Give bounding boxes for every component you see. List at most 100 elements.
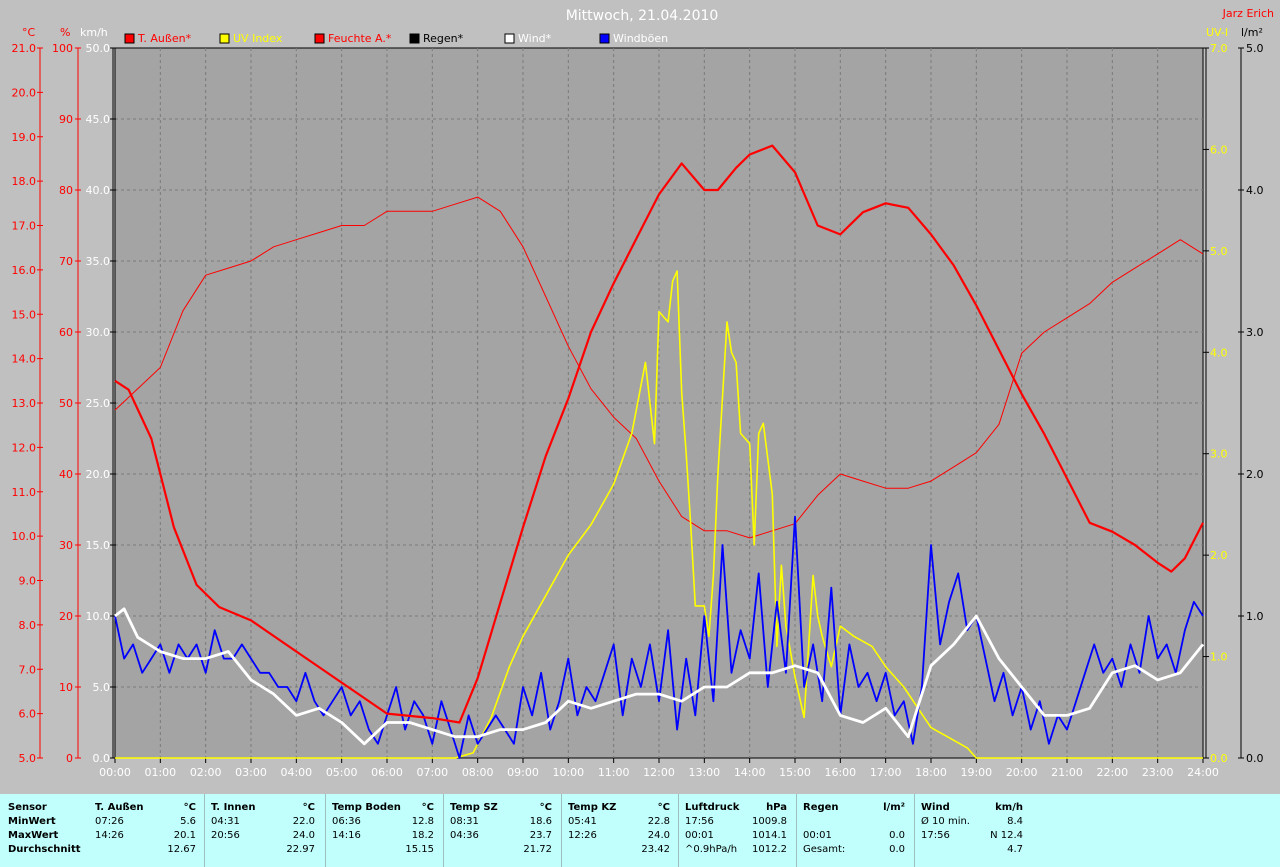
uvi-tick-label: 4.0	[1210, 346, 1228, 359]
stats-avg: 1012.2	[752, 844, 787, 855]
series-line-wind	[114, 607, 1205, 746]
uvi-unit-label: UV-I	[1206, 26, 1228, 39]
temp-tick-label: 8.0	[19, 619, 37, 632]
stats-col: T. Außen °C 07:26 5.6 14:26 20.1 12.67	[89, 794, 204, 867]
x-tick-label: 11:00	[598, 766, 630, 779]
stats-avg: 23.42	[641, 844, 670, 855]
stats-min: 5.6	[180, 816, 196, 827]
stats-unit: km/h	[995, 802, 1023, 813]
stats-unit: °C	[539, 802, 552, 813]
stats-name: Temp SZ	[450, 802, 498, 813]
pct-tick-label: 90	[59, 113, 73, 126]
uvi-tick-label: 0.0	[1210, 752, 1228, 765]
temp-tick-label: 10.0	[12, 530, 37, 543]
x-tick-label: 18:00	[915, 766, 947, 779]
pct-tick-label: 20	[59, 610, 73, 623]
weather-chart: 21.0 20.0 19.0 18.0 17.0 16.0 15.0 14.0 13.0 12.0…	[12, 7, 1275, 779]
stats-max-time: 00:01	[803, 830, 832, 841]
kmh-tick-label: 35.0	[86, 255, 111, 268]
rain-tick-label: 3.0	[1246, 326, 1264, 339]
stats-avg: 22.97	[286, 844, 315, 855]
stats-unit: °C	[183, 802, 196, 813]
stats-min: 18.6	[529, 816, 552, 827]
temp-tick-label: 19.0	[12, 131, 37, 144]
stats-min-time: 08:31	[450, 816, 479, 827]
row-label-avg: Durchschnitt	[8, 844, 81, 855]
stats-panel: Sensor MinWert MaxWert Durchschnitt T. A…	[0, 794, 1280, 867]
legend-label: Wind*	[518, 32, 552, 45]
legend-swatch	[504, 33, 515, 44]
pct-unit-label: %	[60, 26, 70, 39]
rain-tick-label: 1.0	[1246, 610, 1264, 623]
temp-tick-label: 17.0	[12, 220, 37, 233]
stats-unit: °C	[657, 802, 670, 813]
legend-swatch	[124, 33, 135, 44]
series-line-tauen	[114, 144, 1204, 724]
x-tick-label: 06:00	[371, 766, 403, 779]
temp-tick-label: 11.0	[12, 486, 37, 499]
stats-min-time: 07:26	[95, 816, 124, 827]
temp-tick-label: 18.0	[12, 175, 37, 188]
stats-min: 8.4	[1007, 816, 1023, 827]
temp-tick-label: 15.0	[12, 308, 37, 321]
stats-col-sensor: Sensor MinWert MaxWert Durchschnitt	[0, 794, 89, 867]
stats-min-time: 17:56	[685, 816, 714, 827]
stats-name: Regen	[803, 802, 839, 813]
series-line-feuchtea	[114, 196, 1204, 539]
series	[114, 144, 1205, 759]
pct-tick-label: 60	[59, 326, 73, 339]
x-tick-label: 14:00	[734, 766, 766, 779]
stats-max: 24.0	[647, 830, 670, 841]
legend-swatch	[409, 33, 420, 44]
stats-max-time: 14:16	[332, 830, 361, 841]
stats-avg: 4.7	[1007, 844, 1023, 855]
stats-min: 22.8	[647, 816, 670, 827]
x-tick-label: 01:00	[144, 766, 176, 779]
x-tick-label: 08:00	[462, 766, 494, 779]
stats-min-time: 04:31	[211, 816, 240, 827]
axes: 21.0 20.0 19.0 18.0 17.0 16.0 15.0 14.0 13.0 12.0…	[12, 26, 1264, 779]
rain-tick-label: 0.0	[1246, 752, 1264, 765]
x-tick-label: 12:00	[643, 766, 675, 779]
pct-tick-label: 40	[59, 468, 73, 481]
kmh-tick-label: 10.0	[86, 610, 111, 623]
kmh-tick-label: 20.0	[86, 468, 111, 481]
x-tick-label: 02:00	[190, 766, 222, 779]
pct-tick-label: 30	[59, 539, 73, 552]
stats-max-time: 04:36	[450, 830, 479, 841]
kmh-tick-label: 25.0	[86, 397, 111, 410]
kmh-tick-label: 50.0	[86, 42, 111, 55]
stats-name: Temp Boden	[332, 802, 401, 813]
uvi-tick-label: 7.0	[1210, 42, 1228, 55]
series-line-uvindex	[115, 270, 1203, 759]
temp-tick-label: 13.0	[12, 397, 37, 410]
stats-max: 1014.1	[752, 830, 787, 841]
stats-avg: 21.72	[523, 844, 552, 855]
pct-tick-label: 10	[59, 681, 73, 694]
x-tick-label: 16:00	[824, 766, 856, 779]
legend-swatch	[314, 33, 325, 44]
kmh-tick-label: 15.0	[86, 539, 111, 552]
x-tick-label: 21:00	[1051, 766, 1083, 779]
x-tick-label: 23:00	[1142, 766, 1174, 779]
kmh-tick-label: 0.0	[93, 752, 111, 765]
stats-max-time: 00:01	[685, 830, 714, 841]
stats-max-time: 20:56	[211, 830, 240, 841]
stats-col: Luftdruck hPa 17:56 1009.8 00:01 1014.1 ^0.9hP…	[678, 794, 795, 867]
stats-max: 0.0	[889, 830, 905, 841]
stats-max-time: 17:56	[921, 830, 950, 841]
stats-name: Luftdruck	[685, 802, 740, 813]
kmh-tick-label: 30.0	[86, 326, 111, 339]
stats-name: Wind	[921, 802, 950, 813]
rain-tick-label: 5.0	[1246, 42, 1264, 55]
stats-min-time: 05:41	[568, 816, 597, 827]
temp-tick-label: 5.0	[19, 752, 37, 765]
x-tick-label: 04:00	[280, 766, 312, 779]
temp-tick-label: 20.0	[12, 86, 37, 99]
pct-tick-label: 80	[59, 184, 73, 197]
stats-min: 22.0	[292, 816, 315, 827]
stats-name: T. Innen	[211, 802, 256, 813]
stats-min: 1009.8	[752, 816, 787, 827]
stats-col: Wind km/h Ø 10 min. 8.4 17:56 N 12.4 4.7	[914, 794, 1031, 867]
uvi-tick-label: 3.0	[1210, 448, 1228, 461]
